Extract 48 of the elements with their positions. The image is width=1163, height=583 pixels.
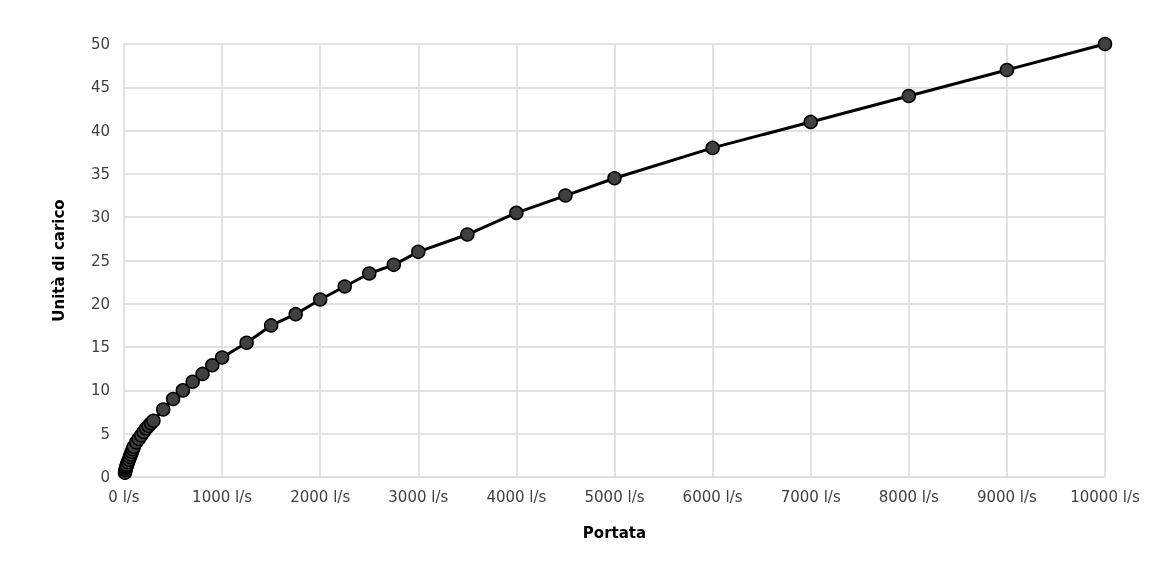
- x-tick-label: 7000 l/s: [780, 487, 841, 506]
- y-axis-title: Unità di carico: [49, 199, 68, 322]
- point: [1097, 36, 1113, 52]
- x-tick-label: 5000 l/s: [584, 487, 645, 506]
- y-tick-label: 5: [100, 424, 110, 443]
- x-tick-label: 9000 l/s: [976, 487, 1038, 506]
- x-tick-label: 8000 l/s: [878, 487, 939, 506]
- point: [999, 62, 1015, 78]
- x-tick-label: 4000 l/s: [486, 487, 547, 506]
- y-tick-label: 10: [90, 381, 110, 400]
- point: [411, 244, 426, 260]
- y-tick-label: 15: [90, 338, 110, 357]
- point: [185, 374, 200, 389]
- point: [509, 205, 524, 221]
- point: [607, 170, 622, 186]
- point: [175, 383, 191, 398]
- y-tick-label: 35: [90, 164, 110, 183]
- x-tick-label: 2000 l/s: [290, 487, 351, 506]
- x-tick-label: 1000 l/s: [192, 487, 253, 506]
- x-axis-title: Portata: [582, 523, 647, 542]
- point: [337, 279, 352, 294]
- point: [165, 391, 181, 407]
- x-tick-label: 6000 l/s: [682, 487, 743, 506]
- point: [156, 402, 171, 417]
- point: [558, 188, 573, 203]
- point: [460, 227, 475, 242]
- x-tick-label: 10000 l/s: [1070, 487, 1140, 506]
- y-tick-label: 25: [90, 251, 110, 270]
- point: [239, 335, 254, 351]
- y-tick-label: 30: [90, 208, 110, 227]
- point: [205, 358, 220, 373]
- point: [901, 88, 917, 104]
- point: [214, 350, 230, 365]
- point: [195, 366, 210, 382]
- point: [803, 114, 818, 130]
- point: [288, 306, 303, 322]
- y-tick-label: 50: [90, 35, 110, 53]
- point: [312, 292, 328, 307]
- point: [362, 266, 377, 281]
- point: [705, 140, 720, 156]
- x-tick-label: 0 l/s: [108, 487, 140, 506]
- y-tick-label: 0: [100, 468, 110, 486]
- y-tick-label: 20: [90, 294, 110, 313]
- y-tick-label: 45: [90, 78, 110, 97]
- x-tick-label: 3000 l/s: [388, 487, 449, 506]
- point: [386, 257, 402, 273]
- y-tick-label: 40: [90, 121, 110, 140]
- point: [263, 318, 279, 333]
